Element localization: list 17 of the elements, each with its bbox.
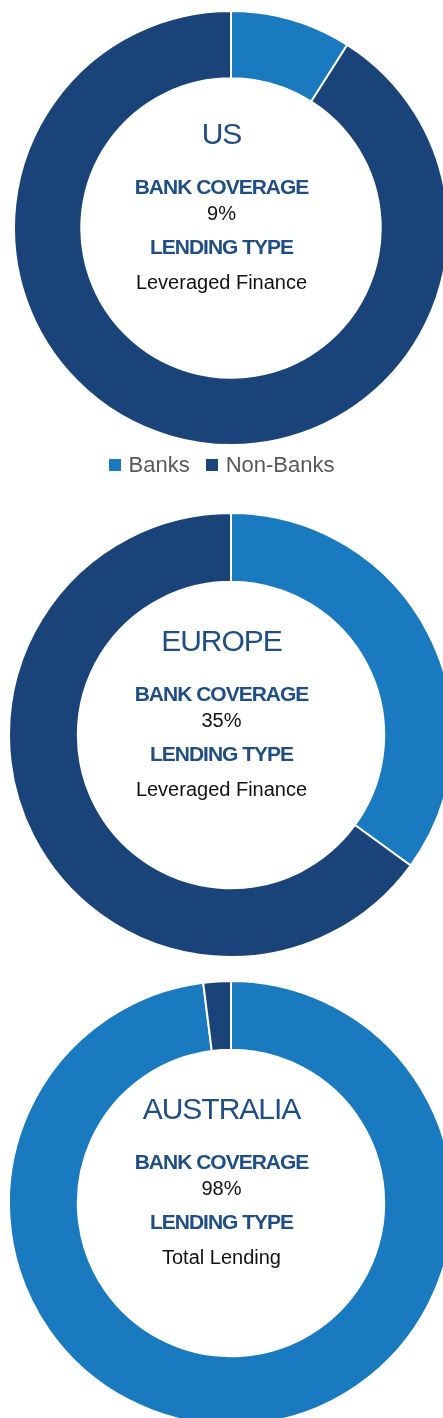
text: 35% [200, 709, 243, 732]
legend-label: Non-Banks [225, 452, 335, 478]
text: 98% [200, 1177, 243, 1200]
text: LENDING TYPE [148, 742, 295, 766]
text: EUROPE [160, 624, 283, 658]
text: BANK COVERAGE [133, 1150, 310, 1174]
text: LENDING TYPE [148, 1210, 295, 1234]
text: LENDING TYPE [148, 235, 295, 259]
text: Total Lending [161, 1246, 282, 1269]
text: US [200, 117, 243, 151]
text: Leveraged Finance [134, 778, 309, 801]
text: 9% [206, 202, 237, 225]
text: AUSTRALIA [141, 1092, 302, 1126]
legend-label: Banks [128, 452, 190, 478]
text: Leveraged Finance [134, 271, 309, 294]
text: BANK COVERAGE [133, 682, 310, 706]
text: BANK COVERAGE [133, 175, 310, 199]
